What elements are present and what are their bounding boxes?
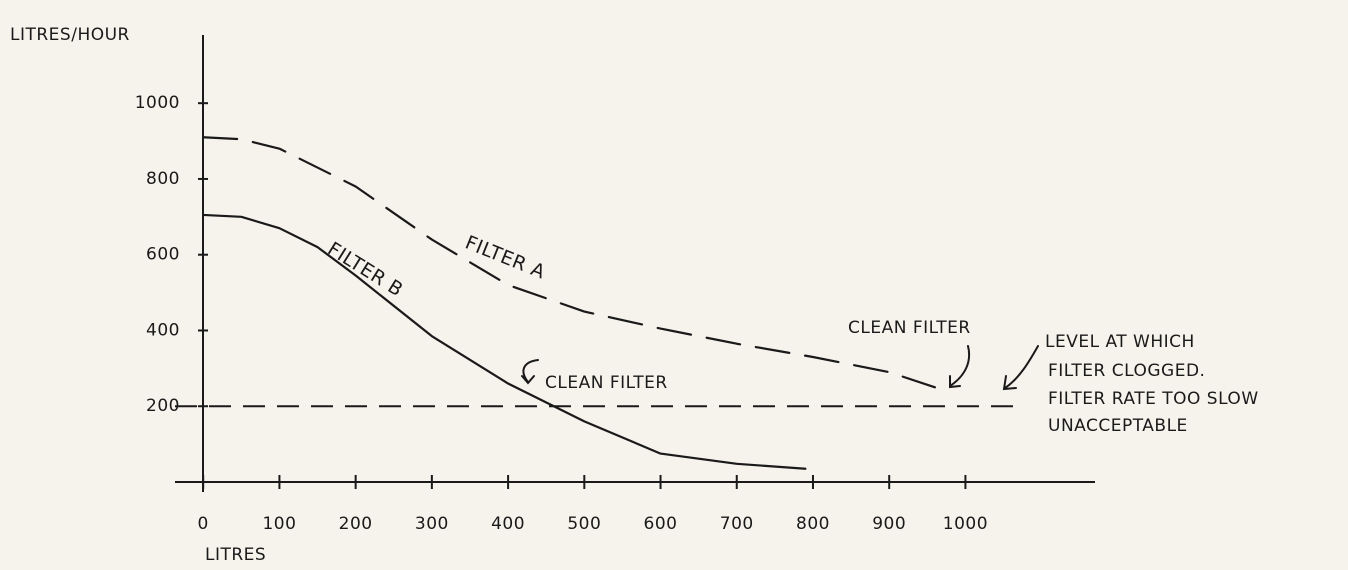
x-tick-label: 800 [796,514,830,534]
x-tick-label: 600 [644,514,678,534]
annotation-arrow [522,360,538,383]
x-tick-label: 100 [262,514,296,534]
chart: LITRES/HOUR LITRES CLEAN FILTER CLEAN FI… [0,0,1348,570]
x-tick-label: 1000 [943,514,988,534]
x-axis-label: LITRES [205,545,266,565]
x-tick-label: 200 [339,514,373,534]
y-tick-label: 200 [146,396,180,416]
series-label: FILTER A [462,232,548,284]
x-tick-label: 700 [720,514,754,534]
annotation: LEVEL AT WHICH [1045,332,1195,352]
x-tick-label: 500 [567,514,601,534]
annotation-arrow [1004,346,1038,389]
x-tick-label: 900 [872,514,906,534]
page: {"chart_data": {"type": "line", "y_label… [0,0,1348,570]
x-tick-label: 300 [415,514,449,534]
annotation-arrow [950,346,969,387]
y-tick-label: 800 [146,169,180,189]
series-label: FILTER B [324,238,407,301]
y-tick-label: 1000 [135,93,180,113]
x-tick-label: 400 [491,514,525,534]
y-tick-label: 600 [146,245,180,265]
annotation: UNACCEPTABLE [1048,416,1188,436]
y-tick-label: 400 [146,320,180,340]
x-tick-label: 0 [198,514,209,534]
series-line [203,137,935,387]
annotation: CLEAN FILTER [545,373,668,393]
annotation: FILTER CLOGGED. [1048,361,1205,381]
annotation: CLEAN FILTER [848,318,971,338]
y-axis-label: LITRES/HOUR [10,25,130,45]
annotation: FILTER RATE TOO SLOW [1048,389,1259,409]
